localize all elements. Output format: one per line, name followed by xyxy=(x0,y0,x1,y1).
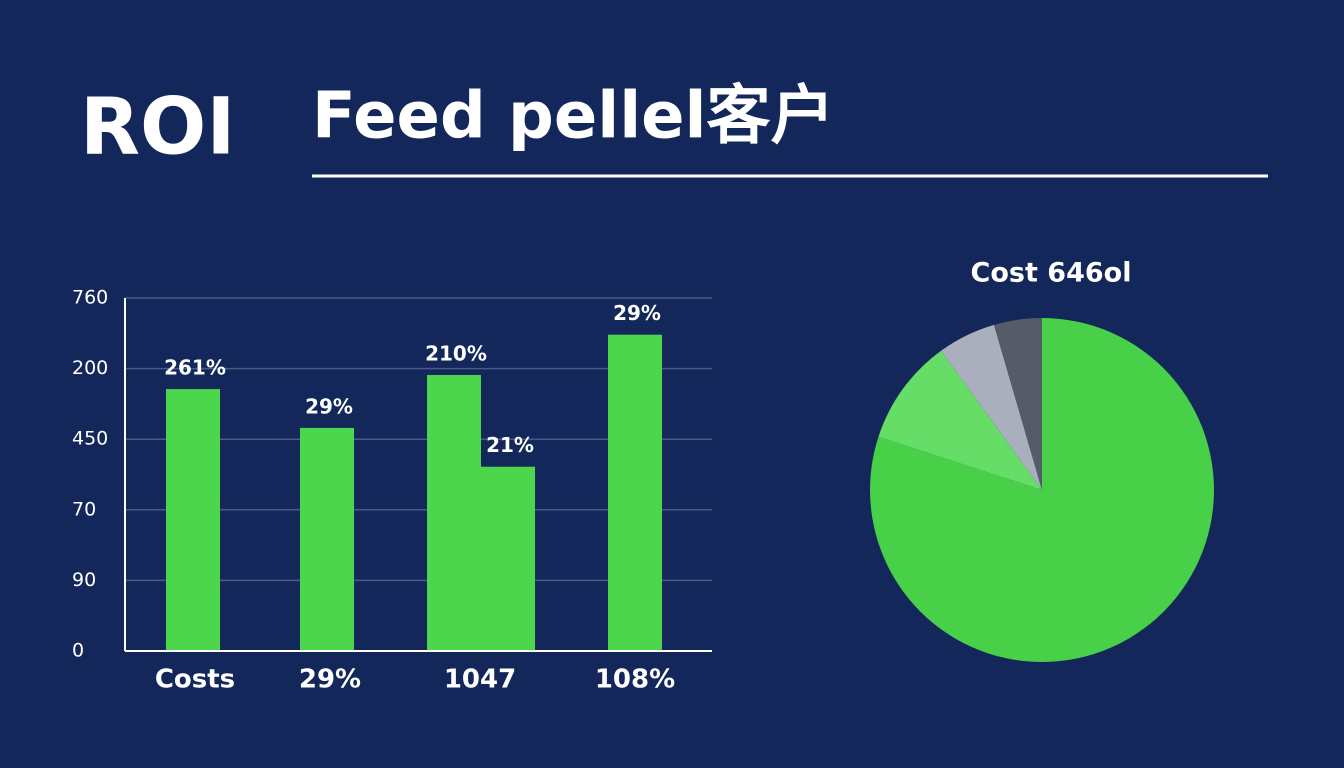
y-tick-label: 90 xyxy=(72,569,96,591)
y-tick-label: 70 xyxy=(72,498,96,520)
bar-label: 29% xyxy=(305,394,353,418)
y-tick-label: 200 xyxy=(72,357,108,379)
bar xyxy=(166,389,220,651)
bar xyxy=(481,466,535,651)
bar xyxy=(427,374,481,651)
x-tick-label: 29% xyxy=(299,665,361,695)
pie-slice xyxy=(940,324,1042,490)
bar xyxy=(300,427,354,651)
y-tick-label: 760 xyxy=(72,287,108,309)
y-tick-label: 0 xyxy=(72,640,84,662)
bar-label: 261% xyxy=(164,356,226,380)
x-tick-label: Costs xyxy=(155,665,235,695)
x-tick-label: 108% xyxy=(595,665,675,695)
pie-slice xyxy=(878,350,1042,490)
title-main: ROI xyxy=(80,82,235,172)
y-tick-label: 450 xyxy=(72,428,108,450)
bar-label: 21% xyxy=(486,433,534,457)
title-rest: Feed pellel客户 xyxy=(312,80,834,154)
bar-label: 210% xyxy=(425,341,487,365)
bar-label: 29% xyxy=(613,301,661,325)
x-tick-label: 1047 xyxy=(444,665,516,695)
pie-title: Cost 646ol xyxy=(971,258,1132,289)
pie-slice xyxy=(994,318,1042,490)
bar xyxy=(608,334,662,651)
